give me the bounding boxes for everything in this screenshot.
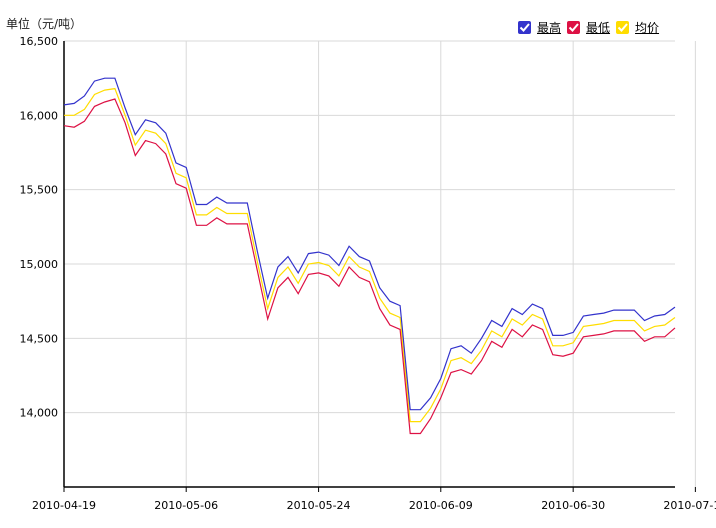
y-tick-label: 16,000	[20, 109, 59, 122]
checkbox-icon[interactable]	[616, 21, 630, 34]
unit-label: 单位（元/吨）	[6, 17, 83, 31]
checkbox-icon[interactable]	[518, 21, 531, 34]
y-tick-labels: 16,500 16,000 15,500 15,000 14,500 14,000	[20, 35, 59, 420]
series-line-avg	[64, 87, 676, 423]
x-tick-labels: 2010-04-19 2010-05-06 2010-05-24 2010-06-09…	[32, 499, 716, 512]
legend-label-low[interactable]: 最低	[586, 21, 611, 35]
series-line-low	[63, 98, 676, 435]
y-tick-label: 14,500	[20, 332, 59, 345]
x-tick-label: 2010-04-19	[32, 499, 96, 512]
x-tick-label: 2010-06-30	[541, 499, 605, 512]
legend-item-high[interactable]: 最高	[518, 19, 561, 36]
y-tick-label: 15,500	[20, 184, 59, 197]
y-tick-label: 15,000	[20, 258, 59, 271]
x-tick-label: 2010-05-24	[287, 499, 351, 512]
legend-item-low[interactable]: 最低	[567, 19, 610, 36]
legend: 最高 最低 均价	[518, 19, 661, 36]
axes	[63, 41, 696, 492]
legend-label-avg[interactable]: 均价	[635, 21, 660, 35]
x-tick-label: 2010-05-06	[154, 499, 218, 512]
x-tick-label: 2010-07-16	[663, 499, 716, 512]
series-line-high	[63, 77, 676, 411]
checkbox-icon[interactable]	[567, 21, 581, 34]
x-tick-label: 2010-06-09	[409, 499, 473, 512]
legend-item-avg[interactable]: 均价	[616, 19, 659, 36]
y-tick-label: 16,500	[20, 35, 59, 48]
y-tick-label: 14,000	[20, 407, 59, 420]
legend-label-high[interactable]: 最高	[537, 21, 562, 35]
series-layer	[63, 77, 676, 435]
grid-lines	[63, 40, 696, 487]
